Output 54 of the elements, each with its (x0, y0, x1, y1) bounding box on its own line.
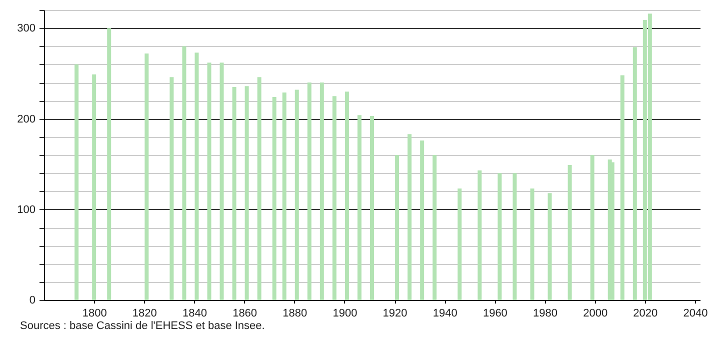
bar (272, 97, 276, 300)
bar (74, 64, 79, 300)
x-tick-label: 1820 (132, 308, 157, 320)
bar (182, 46, 186, 300)
bar (408, 134, 412, 300)
bar (107, 28, 112, 300)
bar (282, 92, 286, 300)
y-tick-label: 300 (17, 22, 36, 35)
y-tick-label: 200 (17, 113, 36, 126)
x-tick-label: 2020 (633, 308, 658, 320)
bar (590, 155, 594, 300)
x-tick-label: 1920 (382, 308, 408, 320)
bar (232, 87, 236, 300)
bar (320, 82, 324, 300)
bar (620, 75, 624, 300)
x-tick-label: 2040 (683, 308, 708, 320)
x-tick-label: 2000 (583, 308, 608, 320)
y-tick-label: 0 (29, 294, 36, 306)
x-tick-label: 1960 (482, 308, 508, 320)
bar (395, 155, 400, 300)
bar (632, 47, 637, 300)
bar (498, 173, 502, 300)
bar (610, 162, 614, 300)
bar (220, 62, 224, 300)
bar (432, 155, 437, 300)
bar (478, 170, 482, 300)
y-tick-label: 100 (17, 204, 36, 216)
bar (344, 92, 349, 300)
x-tick-label: 1800 (82, 308, 107, 320)
x-tick-label: 1940 (432, 308, 458, 320)
bar (294, 90, 299, 300)
bar (420, 140, 424, 300)
bar (548, 193, 552, 300)
bar (170, 77, 174, 300)
bar (307, 82, 312, 300)
source-note: Sources : base Cassini de l'EHESS et base Insee. (20, 320, 265, 332)
bar (92, 74, 96, 300)
bar (144, 54, 149, 300)
x-tick-label: 1880 (282, 308, 308, 320)
x-tick-label: 1900 (332, 308, 358, 320)
x-tick-label: 1860 (232, 308, 258, 320)
bar (194, 52, 199, 300)
bar (370, 116, 374, 300)
bar (332, 96, 336, 300)
bar (244, 86, 249, 300)
bar (512, 173, 517, 300)
bar (257, 77, 262, 300)
x-tick-label: 1980 (533, 308, 558, 320)
bar (207, 62, 212, 300)
bar (568, 164, 572, 300)
bar (458, 188, 462, 300)
bar (357, 115, 362, 300)
bar (530, 188, 534, 300)
x-tick-label: 1840 (182, 308, 207, 320)
